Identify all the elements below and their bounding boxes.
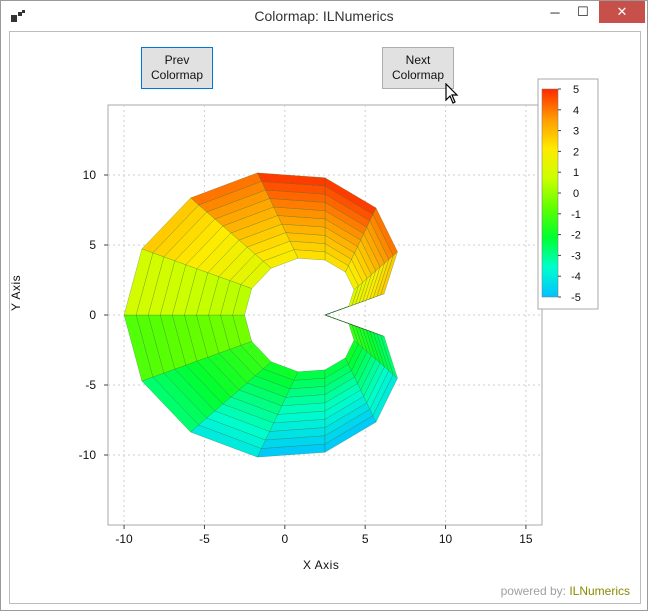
plot-panel[interactable]: -10 -5 0 5 10 15 10 5 0 -5 -10 5 4 3 2 1 0 -1 -2 -3 -4 -5 Pre… [9,31,641,604]
colorbar-tick-label: 4 [573,105,579,117]
colorbar-tick-label: -3 [571,250,581,262]
powered-by-text: powered by: [500,584,566,598]
surface-patch [123,248,154,316]
x-tick-label: 10 [439,532,453,546]
x-tick-label: -10 [115,532,133,546]
colorbar-tick-label: 3 [573,126,579,138]
surface-group [123,172,398,458]
y-tick-label: -5 [85,378,96,392]
colorbar-bar [541,88,559,298]
ilnumerics-link[interactable]: ILNumerics [569,584,630,598]
colorbar-tick-label: -4 [571,271,581,283]
x-tick-label: 15 [519,532,533,546]
title-bar[interactable]: Colormap: ILNumerics ─ ☐ ✕ [1,1,647,31]
x-tick-label: -5 [199,532,210,546]
colorbar-tick-label: -2 [571,230,581,242]
y-axis-label: Y Axis [9,274,23,311]
colorbar-tick-label: -1 [571,209,581,221]
x-tick-label: 5 [362,532,369,546]
colorbar-tick-label: -5 [571,292,581,304]
minimize-button[interactable]: ─ [550,4,560,20]
colorbar-tick-label: 0 [573,188,579,200]
colorbar-tick-label: 5 [573,84,579,96]
powered-by-label[interactable]: powered by: ILNumerics [501,584,630,598]
surface-patch [324,314,385,337]
y-tick-label: 10 [83,168,97,182]
close-button[interactable]: ✕ [599,1,645,23]
window-title: Colormap: ILNumerics [254,8,394,24]
app-icon [11,10,25,22]
next-colormap-button[interactable]: Next Colormap [382,47,454,89]
x-tick-label: 0 [281,532,288,546]
colorbar-tick-label: 2 [573,146,579,158]
prev-colormap-button[interactable]: Prev Colormap [141,47,213,89]
x-axis-label: X Axis [303,558,340,572]
colorbar-tick-label: 1 [573,167,579,179]
mouse-cursor-icon [445,83,459,104]
y-tick-label: 0 [89,308,96,322]
maximize-button[interactable]: ☐ [577,4,589,19]
y-tick-label: -10 [79,448,97,462]
y-tick-label: 5 [89,238,96,252]
